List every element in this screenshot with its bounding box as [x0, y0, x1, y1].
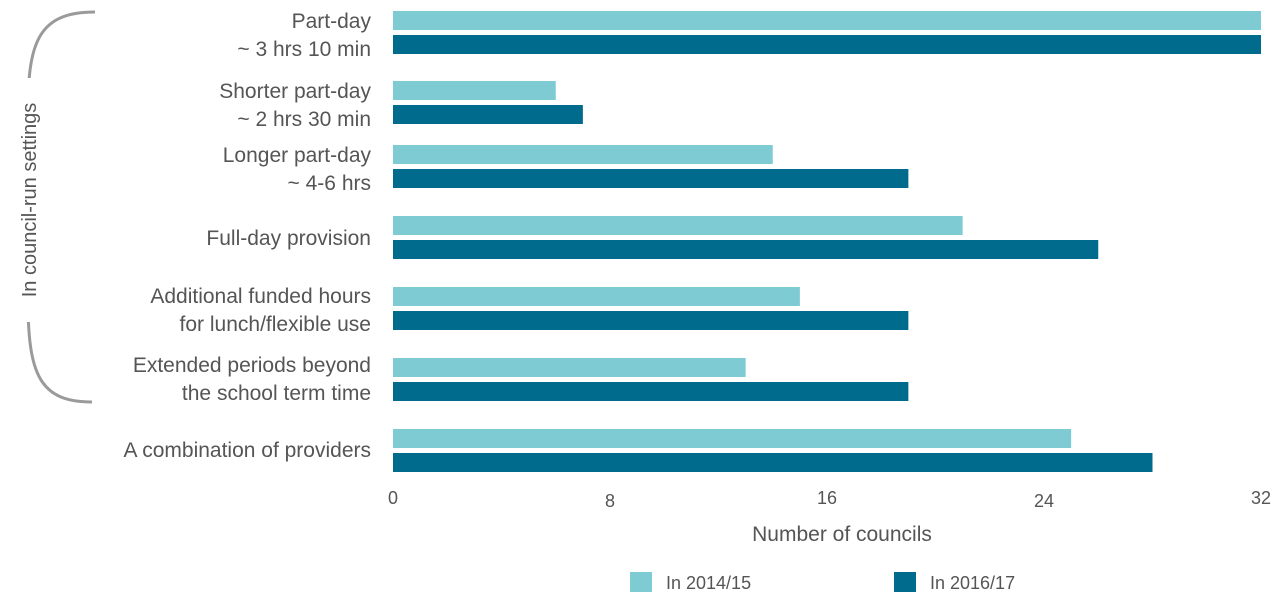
bar-series2-cat4: [393, 240, 1099, 259]
category-label: Full-day provision: [206, 227, 371, 250]
legend-label: In 2016/17: [930, 573, 1015, 593]
group-bracket: In council-run settings: [16, 10, 96, 404]
bars: [393, 11, 1261, 472]
category-label: ~ 3 hrs 10 min: [237, 38, 371, 61]
category-label: ~ 4-6 hrs: [288, 172, 371, 195]
bar-series2-cat5: [393, 311, 909, 330]
bar-series1-cat6: [393, 358, 746, 377]
category-label: for lunch/flexible use: [180, 313, 371, 336]
bar-series1-cat1: [393, 11, 1261, 30]
group-label: In council-run settings: [19, 103, 41, 298]
bar-series2-cat6: [393, 382, 909, 401]
x-tick-label: 16: [817, 488, 837, 508]
bar-series1-cat3: [393, 145, 773, 164]
bar-series1-cat4: [393, 216, 963, 235]
x-tick-label: 32: [1251, 488, 1271, 508]
x-tick-label: 8: [605, 491, 615, 511]
x-tick-label: 0: [388, 488, 398, 508]
bar-series2-cat3: [393, 169, 909, 188]
x-axis-title: Number of councils: [752, 523, 932, 546]
bar-series2-cat7: [393, 453, 1153, 472]
bar-series2-cat2: [393, 105, 583, 124]
legend-label: In 2014/15: [666, 573, 751, 593]
group-label-bg: [16, 78, 42, 322]
category-label: Shorter part-day: [219, 80, 371, 103]
legend-swatch: [630, 572, 652, 592]
category-labels: Part-day ~ 3 hrs 10 min Shorter part-day ~ …: [124, 10, 372, 462]
category-label: Part-day: [292, 10, 372, 33]
bar-series2-cat1: [393, 35, 1261, 54]
x-axis-ticks: 0 8 16 24 32: [388, 488, 1271, 511]
legend: In 2014/15 In 2016/17: [630, 572, 1015, 593]
category-label: Extended periods beyond: [133, 354, 371, 377]
bar-series1-cat2: [393, 81, 556, 100]
category-label: A combination of providers: [124, 439, 371, 462]
category-label: ~ 2 hrs 30 min: [237, 108, 371, 131]
bar-series1-cat7: [393, 429, 1072, 448]
legend-swatch: [894, 572, 916, 592]
category-label: Longer part-day: [223, 144, 372, 167]
category-label: the school term time: [182, 382, 371, 405]
bar-series1-cat5: [393, 287, 800, 306]
x-tick-label: 24: [1034, 491, 1054, 511]
category-label: Additional funded hours: [150, 285, 371, 308]
